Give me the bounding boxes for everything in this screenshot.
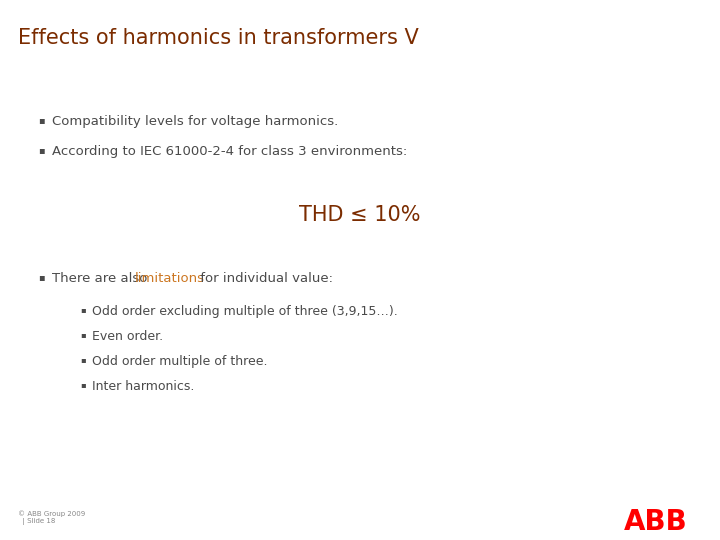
Text: Compatibility levels for voltage harmonics.: Compatibility levels for voltage harmoni…	[52, 115, 338, 128]
Text: ▪: ▪	[80, 305, 86, 314]
Text: for individual value:: for individual value:	[197, 272, 333, 285]
Text: ▪: ▪	[38, 145, 45, 155]
Text: ▪: ▪	[80, 330, 86, 339]
Text: Effects of harmonics in transformers V: Effects of harmonics in transformers V	[18, 28, 419, 48]
Text: There are also: There are also	[52, 272, 152, 285]
Text: ▪: ▪	[38, 115, 45, 125]
Text: ABB: ABB	[624, 508, 688, 536]
Text: Odd order excluding multiple of three (3,9,15…).: Odd order excluding multiple of three (3…	[92, 305, 397, 318]
Text: © ABB Group 2009
  | Slide 18: © ABB Group 2009 | Slide 18	[18, 510, 85, 525]
Text: limitations: limitations	[135, 272, 205, 285]
Text: According to IEC 61000-2-4 for class 3 environments:: According to IEC 61000-2-4 for class 3 e…	[52, 145, 408, 158]
Text: Even order.: Even order.	[92, 330, 163, 343]
Text: Inter harmonics.: Inter harmonics.	[92, 380, 194, 393]
Text: ▪: ▪	[80, 380, 86, 389]
Text: ▪: ▪	[38, 272, 45, 282]
Text: THD ≤ 10%: THD ≤ 10%	[300, 205, 420, 225]
Text: ▪: ▪	[80, 355, 86, 364]
Text: Odd order multiple of three.: Odd order multiple of three.	[92, 355, 268, 368]
